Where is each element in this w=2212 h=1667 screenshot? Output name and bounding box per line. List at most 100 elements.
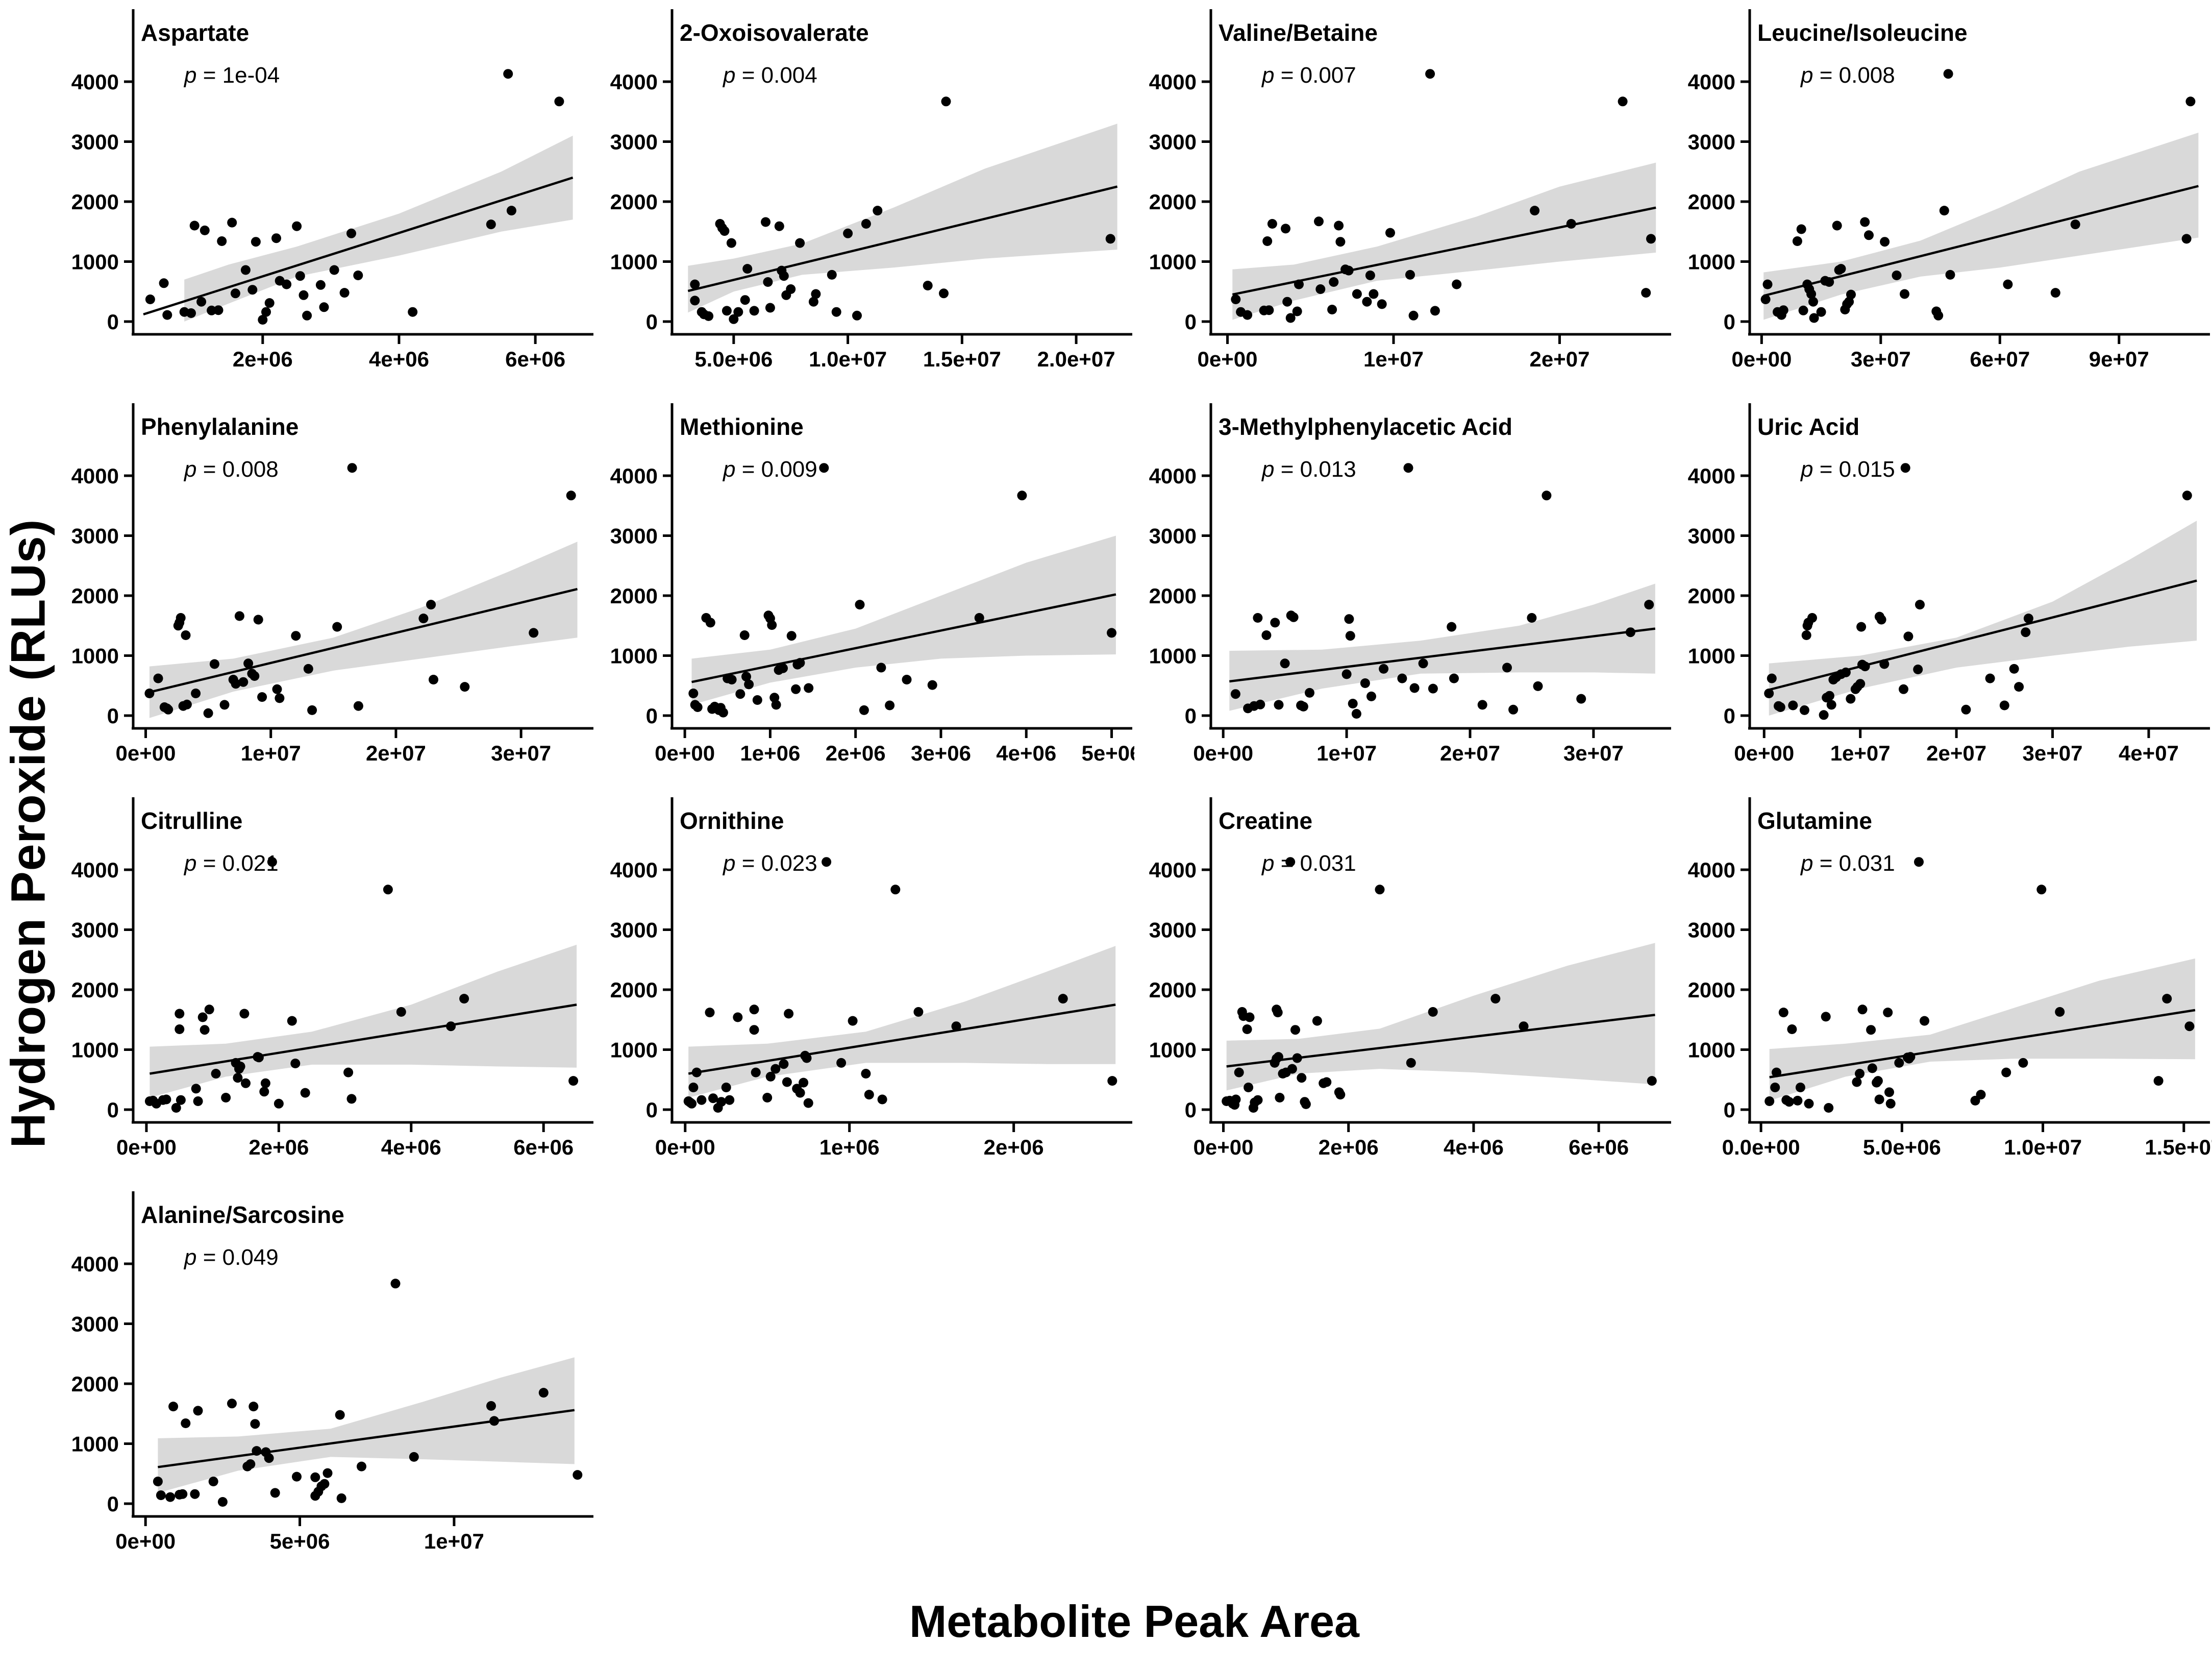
- data-point: [1418, 658, 1428, 669]
- data-point: [1231, 1094, 1241, 1105]
- y-tick-label: 3000: [1688, 918, 1735, 942]
- data-point: [217, 236, 227, 246]
- data-point: [885, 700, 895, 710]
- data-point: [1806, 289, 1817, 299]
- y-tick-label: 0: [1724, 1098, 1735, 1122]
- x-tick-label: 5.0e+06: [694, 347, 773, 371]
- x-tick-label: 3e+07: [1563, 741, 1624, 765]
- data-point: [1846, 289, 1856, 300]
- y-tick-label: 2000: [610, 978, 658, 1002]
- data-point: [357, 1461, 366, 1472]
- data-point: [1576, 694, 1586, 704]
- data-point: [1294, 279, 1304, 289]
- x-axis-label: Metabolite Peak Area: [909, 1596, 1359, 1647]
- panel-phenylalanine: 0 1000 2000 3000 4000 0e+00 1e+07 2e+07 3e+07 Phe…: [57, 394, 595, 788]
- data-point: [1920, 1016, 1929, 1026]
- panel-glutamine: 0 1000 2000 3000 4000 0.0e+00 5.0e+06 1.0e+07 1.…: [1673, 788, 2212, 1182]
- regression-line: [1229, 627, 1656, 683]
- data-point: [1855, 679, 1866, 689]
- y-tick-label: 3000: [71, 524, 119, 548]
- data-point: [1792, 236, 1802, 246]
- confidence-band: [184, 135, 573, 322]
- panel-title: Creatine: [1219, 807, 1312, 834]
- confidence-band: [1763, 132, 2199, 320]
- y-tick-label: 4000: [610, 858, 658, 882]
- data-point: [765, 303, 775, 313]
- data-point: [227, 217, 237, 228]
- x-tick-label: 0e+00: [1198, 347, 1258, 371]
- y-tick-label: 2000: [1149, 978, 1197, 1002]
- data-point: [1314, 216, 1324, 227]
- data-point: [1231, 295, 1241, 304]
- data-point: [1335, 1090, 1346, 1100]
- y-tick-label: 4000: [610, 70, 658, 94]
- data-point: [1362, 297, 1372, 307]
- data-point: [688, 689, 699, 698]
- data-point: [346, 1094, 357, 1104]
- data-point: [822, 857, 832, 867]
- y-tick-label: 0: [1185, 1098, 1197, 1122]
- data-point: [315, 280, 326, 290]
- data-point: [1824, 691, 1834, 701]
- data-point: [779, 271, 789, 281]
- data-point: [819, 463, 829, 473]
- x-tick-label: 0e+00: [1734, 741, 1794, 765]
- data-point: [503, 69, 513, 79]
- data-point: [718, 707, 728, 718]
- data-point: [791, 684, 801, 694]
- data-point: [506, 206, 516, 216]
- data-point: [538, 1388, 549, 1398]
- y-tick-label: 4000: [1149, 858, 1197, 882]
- x-tick-label: 0e+00: [116, 741, 176, 765]
- x-tick-label: 5e+06: [270, 1529, 330, 1553]
- data-point: [1933, 310, 1944, 321]
- data-point: [1430, 306, 1440, 316]
- data-point: [1270, 618, 1280, 628]
- data-point: [1275, 1093, 1285, 1102]
- data-point: [692, 702, 703, 712]
- data-point: [808, 297, 818, 307]
- scatter-plot: 0 1000 2000 3000 4000 0e+00 1e+07 2e+07 3e+07 Phe…: [71, 403, 593, 765]
- data-point: [200, 1025, 210, 1035]
- y-tick-label: 3000: [1688, 130, 1735, 154]
- data-point: [234, 611, 244, 621]
- data-point: [1365, 271, 1375, 280]
- empty-cell: [1673, 1182, 2212, 1576]
- data-point: [1764, 689, 1774, 698]
- data-point: [726, 238, 736, 248]
- p-value-label: p = 0.049: [183, 1245, 279, 1270]
- data-point: [343, 1067, 354, 1077]
- data-point: [1976, 1090, 1986, 1100]
- data-point: [319, 1479, 330, 1489]
- data-point: [1292, 306, 1302, 316]
- x-tick-label: 1e+07: [424, 1529, 484, 1553]
- data-point: [1406, 1058, 1416, 1068]
- data-point: [486, 219, 496, 230]
- y-tick-label: 4000: [610, 464, 658, 488]
- data-point: [260, 1078, 270, 1088]
- data-point: [153, 673, 163, 683]
- panel-title: Phenylalanine: [141, 413, 299, 440]
- data-point: [336, 1493, 346, 1503]
- data-point: [486, 1401, 496, 1411]
- data-point: [1477, 700, 1487, 710]
- data-point: [163, 704, 173, 715]
- regression-line: [1232, 206, 1656, 296]
- data-point: [1335, 237, 1346, 247]
- data-point: [1449, 673, 1459, 683]
- data-point: [761, 217, 771, 227]
- data-point: [1864, 230, 1874, 240]
- data-point: [310, 1472, 320, 1482]
- data-point: [804, 683, 814, 693]
- y-tick-label: 2000: [1149, 584, 1197, 608]
- figure-main: 0 1000 2000 3000 4000 2e+06 4e+06 6e+06 Aspartat…: [57, 0, 2212, 1667]
- empty-cell: [1134, 1182, 1673, 1576]
- data-point: [156, 1490, 166, 1500]
- data-point: [744, 679, 754, 690]
- panel-3-methylphenylacetic-acid: 0 1000 2000 3000 4000 0e+00 1e+07 2e+07 3e+07 3-M…: [1134, 394, 1673, 788]
- data-point: [716, 1097, 727, 1107]
- panel-2-oxoisovalerate: 0 1000 2000 3000 4000 5.0e+06 1.0e+07 1.5e+07 2.…: [595, 0, 1134, 394]
- regression-line: [687, 185, 1118, 292]
- x-tick-label: 3e+07: [491, 741, 551, 765]
- panel-title: Methionine: [680, 413, 804, 440]
